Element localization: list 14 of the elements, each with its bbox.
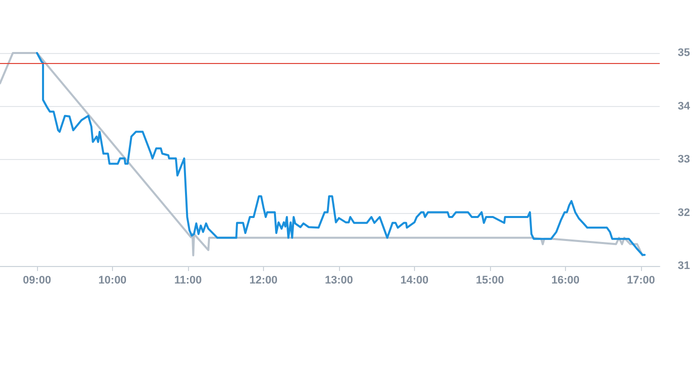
x-tick-label: 16:00 [551, 274, 580, 286]
x-tick-label: 12:00 [249, 274, 278, 286]
y-tick-label: 31 [678, 260, 690, 272]
y-tick-label: 35 [678, 47, 690, 59]
x-tick-label: 15:00 [476, 274, 504, 286]
x-tick-label: 09:00 [22, 274, 52, 286]
y-tick-label: 32 [678, 206, 690, 219]
x-tick-label: 17:00 [626, 274, 655, 286]
x-tick-label: 13:00 [324, 274, 354, 286]
x-tick-label: 11:00 [174, 274, 202, 286]
x-tick-label: 14:00 [400, 274, 428, 286]
y-tick-label: 34 [678, 100, 691, 112]
y-tick-label: 33 [678, 154, 690, 166]
x-tick-label: 10:00 [98, 274, 127, 286]
